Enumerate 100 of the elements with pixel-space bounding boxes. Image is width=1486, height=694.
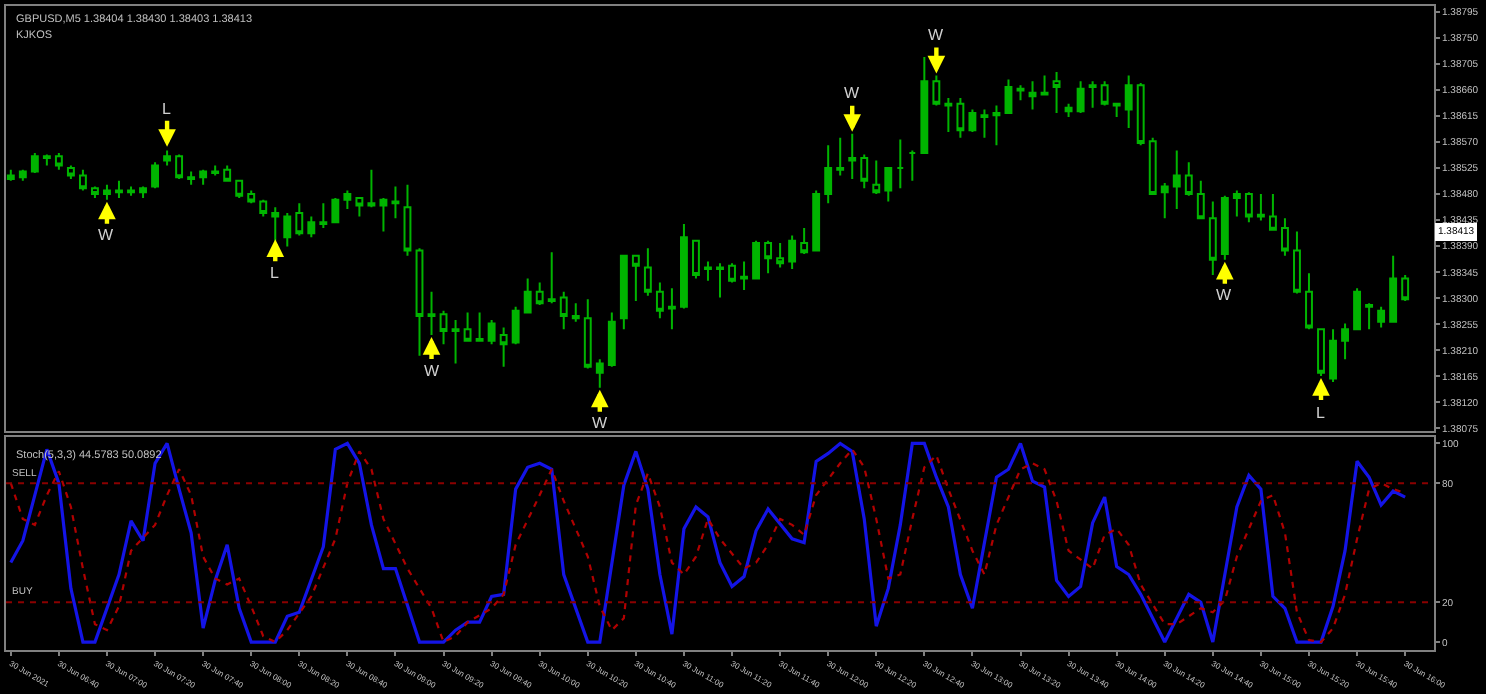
candlestick [235,179,244,199]
candlestick [619,254,628,331]
candlestick [1040,74,1049,96]
candlestick [824,144,833,205]
candlestick [740,260,748,291]
candlestick [535,281,544,306]
candlestick [511,305,520,346]
candlestick [1064,102,1073,119]
candlestick [1124,74,1133,130]
candlestick [319,202,328,230]
candlestick [1208,200,1217,276]
candlestick [367,168,376,209]
candlestick [776,242,785,269]
candlestick [1353,287,1362,331]
candlestick [18,168,27,182]
candlestick [1389,254,1398,323]
candlestick [415,247,424,357]
candlestick [1329,328,1337,383]
candlestick [6,168,15,182]
candlestick [139,185,147,199]
candlestick [439,309,448,346]
candlestick [1136,81,1145,147]
candlestick [1365,302,1374,331]
candlestick [42,153,51,167]
candlestick [1256,192,1265,222]
candlestick [30,151,39,175]
candlestick [559,290,568,331]
candlestick [115,179,123,199]
candlestick [680,223,688,310]
candlestick [896,138,905,190]
candlestick [151,161,159,190]
candlestick [295,202,304,237]
candlestick [920,55,929,154]
candlestick [607,311,616,368]
candlestick [716,262,724,299]
annotation: L [270,264,280,282]
candlestick [379,197,388,233]
candlestick [1052,70,1061,114]
candlestick [91,185,99,199]
candlestick [1293,230,1301,295]
candlestick [944,96,953,134]
annotation: W [1216,286,1232,304]
candlestick [78,168,87,192]
candlestick [403,183,412,257]
candlestick [1016,84,1025,102]
candlestick [547,251,556,305]
candlestick [631,254,640,302]
candlestick [800,227,809,256]
candlestick [1112,102,1121,119]
candlestick [199,168,208,186]
candlestick [1160,181,1169,220]
candlestick [523,277,532,314]
candlestick [355,197,364,218]
candlestick [211,164,220,177]
annotation: W [928,26,944,44]
annotation: W [592,414,608,432]
candlestick [451,319,460,365]
candlestick [475,311,484,342]
candlestick [1196,179,1205,220]
candlestick [127,185,135,197]
candlestick [1100,80,1109,107]
candlestick [956,96,965,139]
candlestick [1377,305,1386,329]
annotation: L [162,100,172,118]
candlestick [1172,149,1181,210]
candlestick [331,197,340,224]
candlestick [343,189,352,210]
candlestick [667,287,676,331]
candlestick [463,311,472,342]
candlestick [223,164,232,182]
candlestick [391,185,400,220]
candlestick [187,170,196,186]
candlestick [1004,78,1013,114]
candlestick [66,164,75,180]
annotation: W [844,84,860,102]
candlestick [968,108,977,134]
candlestick [980,108,989,139]
candlestick [307,215,316,239]
candlestick [1401,273,1410,302]
candlestick [704,260,712,282]
candlestick [728,262,736,284]
candlestick [1305,272,1313,331]
candlestick [692,239,700,280]
candlestick [764,239,773,275]
candlestick [1028,80,1037,111]
candlestick [1184,161,1193,197]
candlestick [884,166,893,203]
annotation: W [424,362,440,380]
candlestick [163,149,172,167]
candlestick [860,153,869,190]
candlestick [175,153,184,180]
candlestick [788,234,797,271]
candlestick [1244,191,1253,224]
candlestick [908,149,917,182]
candlestick [836,136,845,177]
candlestick [655,281,664,320]
candlestick [1268,192,1277,231]
candlestick [812,189,821,252]
candlestick [487,319,496,346]
candlestick [247,189,256,205]
